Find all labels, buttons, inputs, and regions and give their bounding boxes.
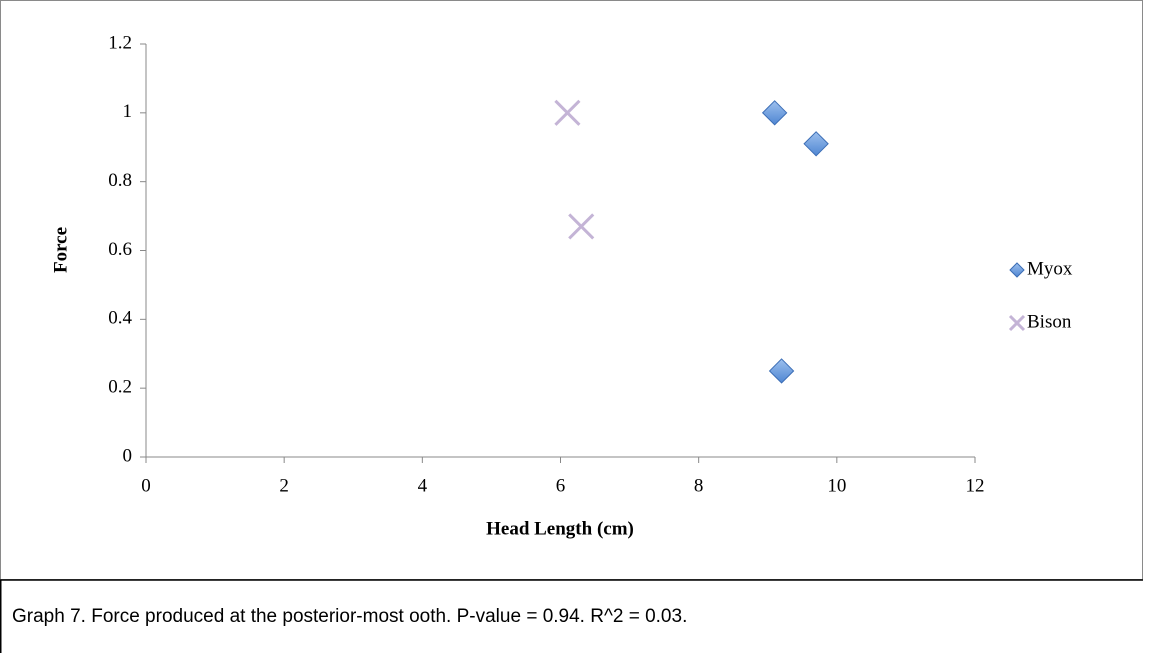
point bbox=[761, 100, 788, 126]
legend-label: Bison bbox=[1027, 311, 1072, 332]
x-tick-label: 4 bbox=[418, 475, 428, 496]
y-tick-label: 0.4 bbox=[108, 308, 132, 329]
point bbox=[554, 99, 581, 126]
y-tick-label: 0.6 bbox=[108, 239, 132, 260]
x-tick-label: 12 bbox=[966, 475, 985, 496]
point bbox=[568, 213, 595, 240]
x-tick-label: 10 bbox=[827, 475, 846, 496]
x-tick-label: 0 bbox=[141, 475, 151, 496]
point bbox=[768, 358, 795, 384]
x-tick-label: 2 bbox=[279, 475, 289, 496]
point bbox=[803, 131, 829, 157]
legend-label: Myox bbox=[1027, 258, 1073, 279]
y-axis-title: Force bbox=[50, 227, 71, 273]
x-tick-label: 6 bbox=[556, 475, 566, 496]
y-tick-label: 1 bbox=[123, 101, 133, 122]
y-tick-label: 0.2 bbox=[108, 377, 132, 398]
legend-marker bbox=[1008, 314, 1026, 332]
x-tick-label: 8 bbox=[694, 475, 704, 496]
x-axis-title: Head Length (cm) bbox=[486, 518, 634, 539]
y-tick-label: 1.2 bbox=[108, 32, 132, 53]
y-tick-label: 0.8 bbox=[108, 170, 132, 191]
caption: Graph 7. Force produced at the posterior… bbox=[12, 606, 687, 627]
legend-marker bbox=[1009, 262, 1025, 278]
y-tick-label: 0 bbox=[123, 445, 133, 466]
